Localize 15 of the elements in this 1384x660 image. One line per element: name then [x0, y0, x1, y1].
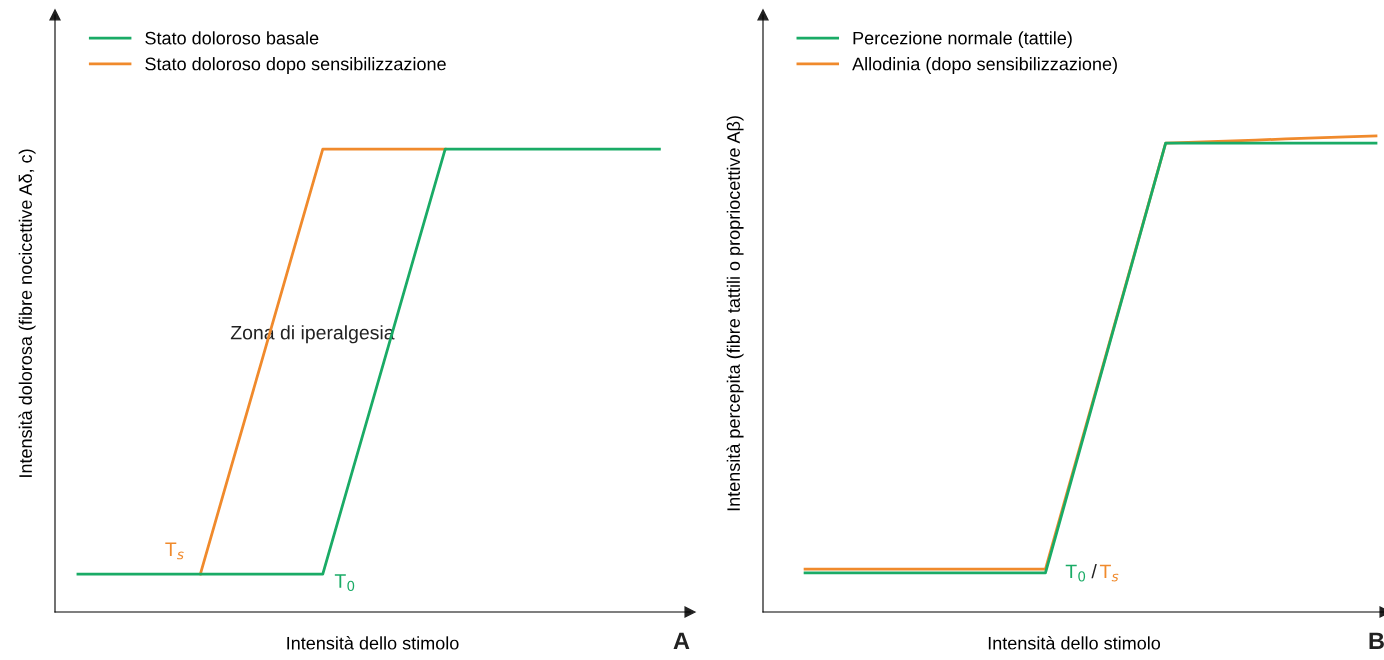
x-axis-title: Intensità dello stimolo: [287, 636, 459, 650]
legend-label: Allodinia (dopo sensibilizzazione): [852, 57, 1117, 74]
text: A: [673, 632, 690, 649]
annotation: T$_{s}$: [1099, 564, 1119, 582]
annotation: T$_{0}$: [334, 574, 355, 592]
annotation: T$_{0}$: [1065, 564, 1086, 582]
annotation: T$_{s}$: [165, 542, 184, 560]
legend-label: Stato doloroso basale: [145, 31, 319, 45]
x-axis-title: Intensità dello stimolo: [988, 636, 1161, 650]
annotation: /: [1091, 564, 1097, 579]
y-axis-title: Intensità percepita (fibre tattili o propriocettive Aβ): [726, 116, 744, 511]
legend-label: Percezione normale (tattile): [853, 31, 1072, 49]
text: B: [1369, 632, 1384, 649]
legend-label: Stato doloroso dopo sensibilizzazione: [145, 57, 446, 74]
y-axis-title: Intensità dolorosa (fibre nocicettive Aδ, c): [18, 149, 36, 477]
